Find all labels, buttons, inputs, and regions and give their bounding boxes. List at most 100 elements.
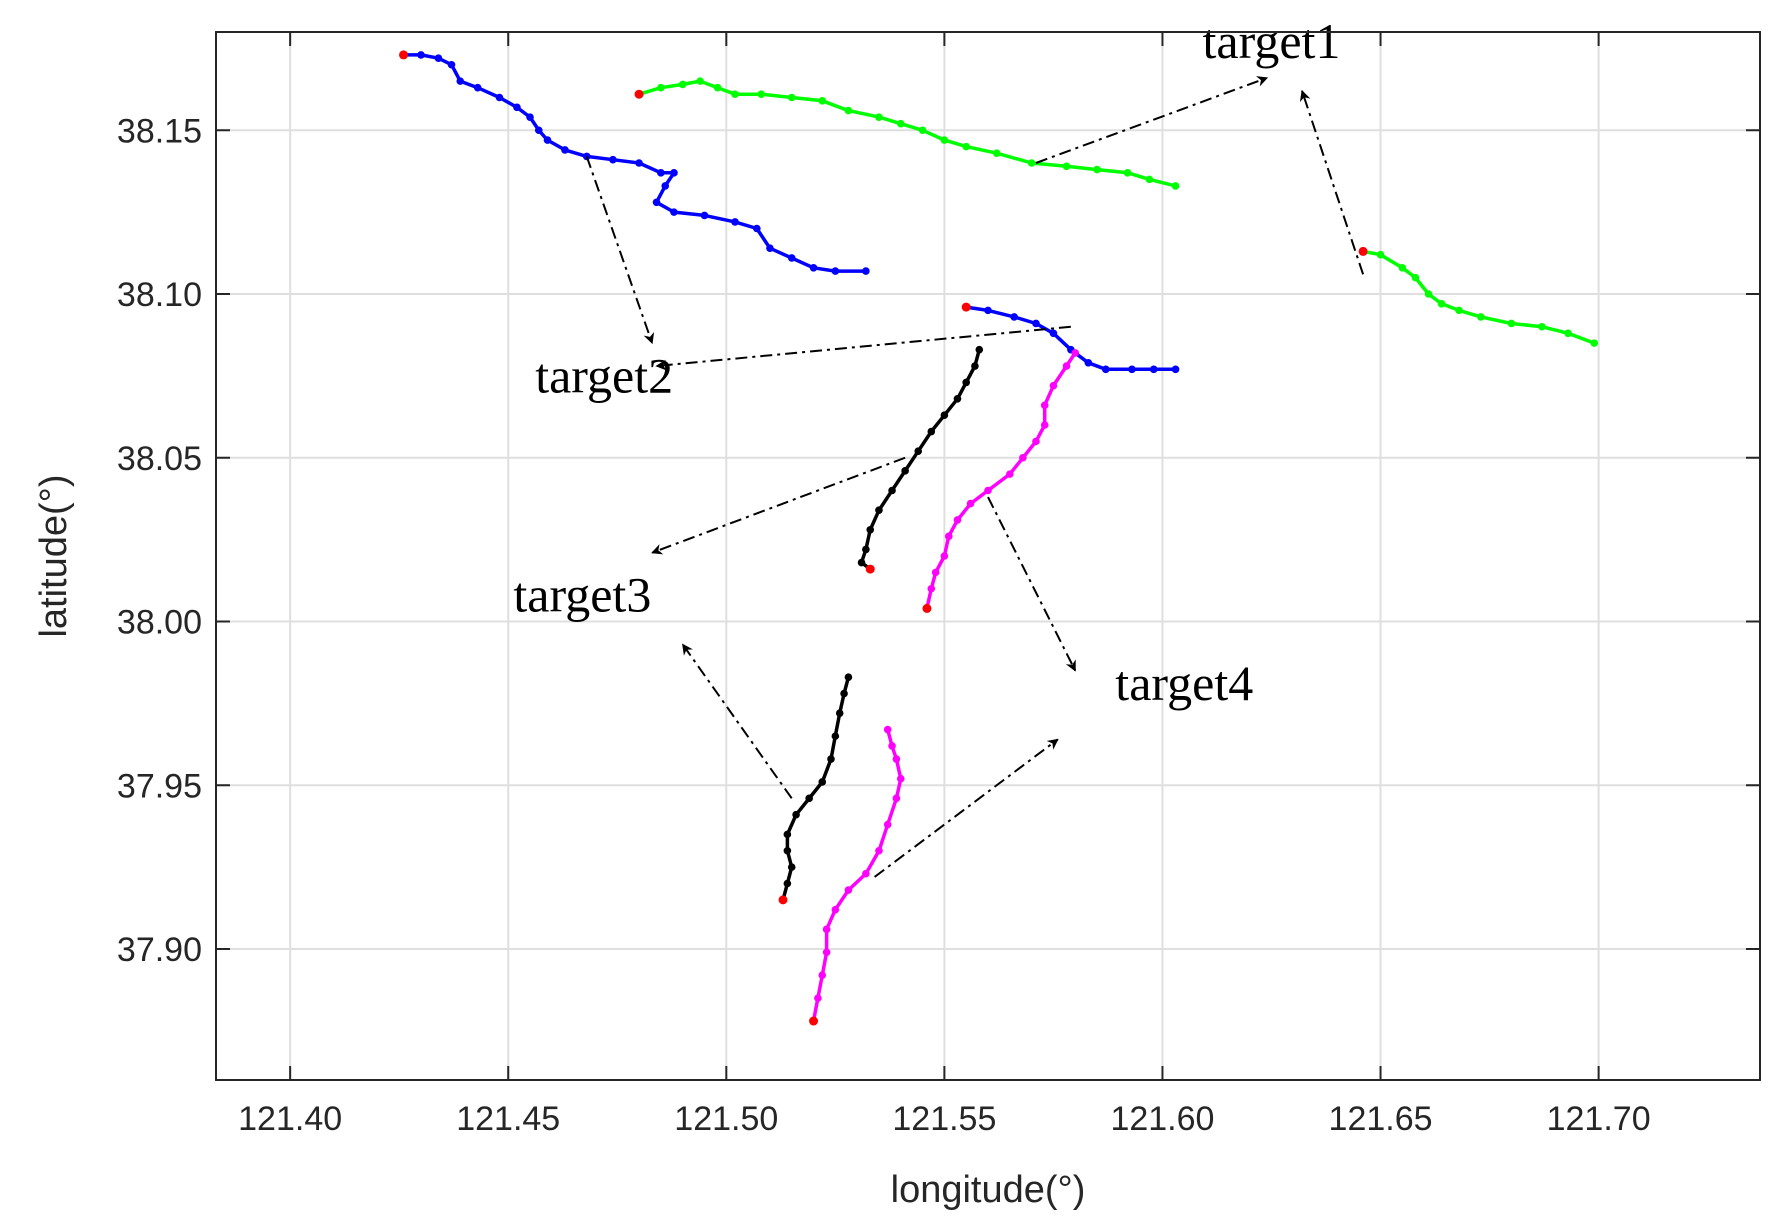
- trajectory-point: [1032, 319, 1040, 328]
- target-label: target2: [535, 347, 673, 403]
- trajectory-point: [875, 113, 883, 121]
- trajectory-point: [984, 486, 992, 495]
- trajectory-point: [495, 93, 504, 102]
- trajectory-point: [792, 810, 800, 819]
- target-labels: target1 target2 target3 target4: [513, 13, 1340, 711]
- annotation-arrow: [987, 496, 1077, 672]
- trajectory-point: [757, 90, 765, 99]
- trajectory-point: [696, 77, 704, 85]
- trajectory-start-point: [809, 1016, 819, 1026]
- y-tick-label: 38.00: [117, 604, 202, 642]
- trajectory-point: [700, 211, 709, 220]
- trajectory-point: [944, 532, 953, 541]
- trajectory-point: [896, 119, 905, 128]
- trajectory-point: [1455, 306, 1463, 315]
- trajectory-point: [896, 774, 905, 783]
- trajectory-point: [731, 218, 739, 226]
- trajectory-point: [818, 96, 827, 105]
- trajectory-point: [1019, 453, 1027, 462]
- trajectory-line: [638, 79, 1176, 188]
- grid-lines: [216, 32, 1760, 1080]
- trajectory-point: [1006, 470, 1014, 478]
- annotation-arrow: [1299, 89, 1365, 275]
- x-tick-label: 121.70: [1547, 1100, 1651, 1138]
- annotation-arrow: [1035, 76, 1269, 164]
- trajectory-point: [713, 83, 722, 92]
- annotation-arrow: [681, 643, 793, 799]
- trajectory-point: [1123, 169, 1132, 177]
- trajectory-point: [1062, 162, 1071, 171]
- trajectory-point: [818, 971, 827, 979]
- trajectory-point: [657, 169, 665, 177]
- trajectory-point: [1093, 165, 1101, 174]
- trajectory-point: [892, 794, 901, 803]
- trajectory-point: [783, 830, 792, 839]
- trajectory-point: [1411, 273, 1420, 282]
- target-label: target1: [1203, 13, 1341, 69]
- trajectory-point: [731, 90, 739, 99]
- trajectory-point: [831, 732, 840, 740]
- y-tick-label: 38.05: [117, 440, 202, 478]
- trajectory-point: [1071, 349, 1080, 357]
- trajectory-point: [417, 51, 425, 59]
- y-tick-label: 38.10: [117, 276, 202, 314]
- trajectory-point: [883, 725, 892, 734]
- trajectory-point: [953, 395, 962, 403]
- trajectory-point: [862, 545, 870, 554]
- annotation-arrows: [585, 76, 1365, 878]
- trajectory-point: [927, 584, 936, 593]
- trajectory-point: [866, 526, 875, 534]
- trajectory-point: [984, 306, 992, 315]
- trajectory-point: [1145, 175, 1154, 184]
- trajectory-point: [888, 486, 896, 495]
- trajectory-point: [1062, 362, 1071, 370]
- trajectory-point: [456, 77, 465, 85]
- trajectory-point: [783, 879, 792, 888]
- trajectory-point: [787, 93, 796, 102]
- trajectory-point: [892, 755, 901, 763]
- trajectory-point: [1437, 300, 1446, 308]
- trajectory-point: [805, 794, 813, 803]
- x-tick-label: 121.55: [892, 1100, 996, 1138]
- y-axis-title: latitude(°): [33, 474, 75, 637]
- trajectory-point: [831, 267, 840, 275]
- trajectory-point: [962, 378, 970, 387]
- trajectory-point: [862, 869, 870, 878]
- y-tick-label: 37.95: [117, 767, 202, 805]
- trajectory-point: [1040, 401, 1049, 410]
- trajectory-point: [1171, 182, 1180, 190]
- trajectory-point: [609, 155, 617, 164]
- trajectory-line: [403, 53, 866, 273]
- trajectory-point: [875, 506, 883, 514]
- trajectory-point: [818, 778, 827, 786]
- trajectory-point: [927, 427, 936, 436]
- trajectory-point: [914, 447, 923, 456]
- trajectory-point: [940, 411, 949, 419]
- trajectory-point: [831, 905, 840, 914]
- trajectory-point: [635, 159, 643, 167]
- annotation-arrow: [585, 156, 655, 345]
- trajectory-point: [661, 182, 670, 190]
- trajectory-point: [844, 106, 853, 115]
- trajectory-point: [1049, 329, 1058, 338]
- trajectory-point: [875, 846, 883, 855]
- trajectory-point: [827, 755, 835, 763]
- trajectory-point: [1149, 365, 1158, 374]
- trajectory-point: [1538, 322, 1546, 331]
- trajectory-point: [822, 948, 831, 957]
- trajectory-start-point: [399, 50, 409, 60]
- trajectory-point: [1507, 319, 1516, 328]
- trajectory-point: [526, 113, 534, 121]
- trajectory-line: [925, 351, 1077, 609]
- trajectory-point: [931, 568, 940, 577]
- trajectory-point: [678, 80, 687, 89]
- x-axis-title: longitude(°): [891, 1169, 1086, 1211]
- trajectory-point: [809, 264, 818, 272]
- trajectory-line: [1362, 249, 1595, 345]
- trajectory-point: [783, 846, 792, 855]
- trajectory-point: [1564, 329, 1572, 338]
- trajectory-point: [670, 208, 678, 216]
- x-tick-label: 121.45: [456, 1100, 560, 1138]
- trajectory-point: [1040, 421, 1049, 429]
